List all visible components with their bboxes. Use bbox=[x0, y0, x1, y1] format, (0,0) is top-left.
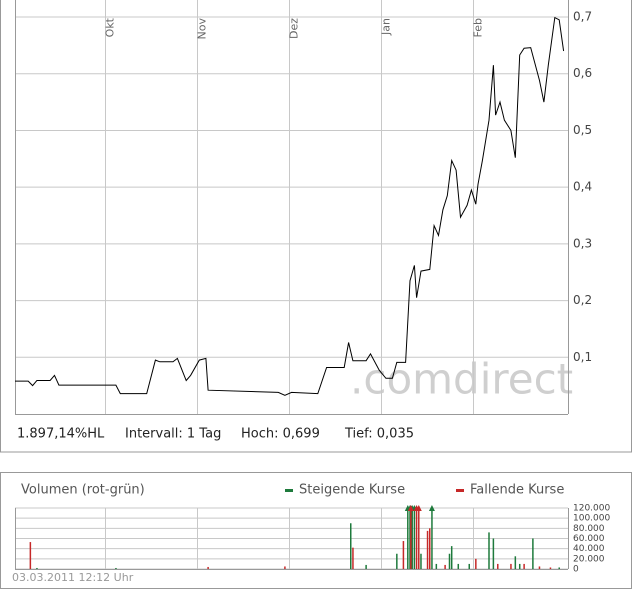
y-tick-label: 0,1 bbox=[573, 350, 592, 364]
volume-bar bbox=[407, 508, 409, 569]
volume-bar bbox=[284, 566, 286, 569]
info-hl: 1.897,14%HL bbox=[17, 427, 105, 442]
legend-label: Fallende Kurse bbox=[470, 483, 564, 498]
volume-bar bbox=[426, 530, 429, 569]
volume-bar bbox=[29, 542, 32, 569]
volume-bar bbox=[457, 563, 460, 569]
volume-bar bbox=[115, 567, 117, 569]
volume-bar bbox=[410, 508, 412, 569]
volume-bar bbox=[429, 528, 431, 569]
volume-bar bbox=[413, 508, 416, 569]
volume-bar bbox=[475, 558, 477, 569]
price-line bbox=[15, 16, 565, 396]
y-tick-label: 100.000 bbox=[573, 514, 610, 524]
overflow-arrow bbox=[407, 505, 414, 511]
volume-bar bbox=[558, 567, 560, 569]
y-tick-label: 80.000 bbox=[573, 524, 605, 534]
info-high: Hoch: 0,699 bbox=[241, 427, 320, 442]
info-interval: Intervall: 1 Tag bbox=[125, 427, 221, 442]
overflow-arrow bbox=[415, 505, 422, 511]
volume-bar bbox=[418, 508, 420, 569]
volume-bar bbox=[409, 508, 411, 569]
volume-bar bbox=[352, 547, 354, 569]
timestamp: 03.03.2011 12:12 Uhr bbox=[12, 571, 134, 584]
x-tick-label: Okt bbox=[104, 17, 117, 37]
y-tick-label: 0,4 bbox=[573, 180, 592, 194]
volume-bar bbox=[411, 508, 413, 569]
volume-bar bbox=[448, 553, 451, 569]
y-tick-label: 0,6 bbox=[573, 66, 592, 80]
volume-bar bbox=[444, 564, 446, 569]
x-tick-label: Jan bbox=[380, 18, 393, 36]
y-tick-label: 40.000 bbox=[573, 544, 605, 554]
legend-label: Steigende Kurse bbox=[299, 483, 405, 498]
volume-bar bbox=[365, 564, 367, 569]
volume-bar bbox=[415, 508, 418, 569]
y-tick-label: 0,3 bbox=[573, 236, 592, 250]
volume-bar bbox=[396, 553, 398, 569]
volume-bar bbox=[350, 523, 352, 569]
x-tick-label: Dez bbox=[288, 18, 301, 39]
info-low: Tief: 0,035 bbox=[344, 427, 414, 442]
volume-bar bbox=[523, 563, 525, 569]
volume-bar bbox=[450, 546, 453, 569]
volume-bar bbox=[435, 563, 438, 569]
legend-swatch bbox=[285, 489, 293, 492]
watermark: .comdirect bbox=[350, 355, 573, 404]
y-tick-label: 0,5 bbox=[573, 123, 592, 137]
volume-bar bbox=[488, 532, 490, 569]
volume-bar bbox=[514, 556, 517, 569]
volume-bar bbox=[549, 567, 552, 569]
x-tick-label: Nov bbox=[196, 18, 209, 40]
y-tick-label: 0 bbox=[573, 565, 579, 575]
volume-bar bbox=[207, 566, 209, 569]
volume-bar bbox=[497, 563, 499, 569]
volume-bar bbox=[36, 567, 38, 569]
volume-bar bbox=[518, 563, 521, 569]
volume-bar bbox=[510, 563, 512, 569]
y-tick-label: 20.000 bbox=[573, 554, 605, 564]
y-tick-label: 60.000 bbox=[573, 534, 605, 544]
volume-bar bbox=[468, 563, 470, 569]
y-tick-label: 120.000 bbox=[573, 504, 610, 514]
volume-bar bbox=[532, 538, 534, 569]
volume-bar bbox=[492, 538, 495, 569]
legend-swatch bbox=[456, 489, 464, 492]
overflow-arrow bbox=[428, 505, 435, 511]
volume-bar bbox=[402, 541, 405, 569]
y-tick-label: 0,7 bbox=[573, 10, 592, 24]
volume-title: Volumen (rot-grün) bbox=[21, 483, 145, 498]
x-tick-label: Feb bbox=[472, 18, 485, 37]
volume-bar bbox=[538, 566, 541, 569]
volume-bar bbox=[420, 553, 422, 569]
volume-bar bbox=[431, 508, 433, 569]
y-tick-label: 0,2 bbox=[573, 293, 592, 307]
